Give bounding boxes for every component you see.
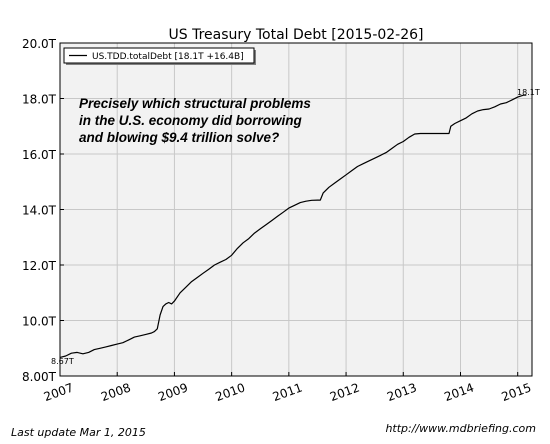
y-tick-label: 10.0T [22,315,57,329]
legend: US.TDD.totalDebt [18.1T +16.4B] [63,47,256,65]
y-tick-label: 16.0T [22,148,57,162]
x-tick-label: 2010 [214,380,247,404]
x-tick-label: 2012 [328,380,361,404]
end-value-label: 18.1T [517,88,540,97]
x-tick-label: 2008 [99,380,132,404]
series-layer [59,94,527,358]
y-tick-label: 18.0T [22,93,57,107]
chart-title: US Treasury Total Debt [2015-02-26] [168,27,423,43]
y-tick-label: 8.00T [22,370,57,384]
annotation-line: Precisely which structural problems [79,96,311,111]
last-update-text: Last update Mar 1, 2015 [11,426,146,439]
x-tick-label: 2014 [442,380,475,404]
annotation-line: and blowing $9.4 trillion solve? [79,130,279,145]
legend-label: US.TDD.totalDebt [18.1T +16.4B] [92,52,244,62]
y-tick-label: 12.0T [22,259,57,273]
x-tick-label: 2015 [500,380,533,404]
source-url-link[interactable]: http://www.mdbriefing.com [385,422,536,435]
legend-box [63,47,255,64]
x-tick-label: 2011 [271,380,304,404]
annotation-line: in the U.S. economy did borrowing [79,113,303,128]
y-tick-label: 20.0T [22,37,57,51]
annotation: Precisely which structural problems in th… [79,96,311,145]
start-value-label: 8.67T [51,357,74,366]
series-line [59,94,527,358]
y-tick-label: 14.0T [22,204,57,218]
x-tick-label: 2009 [156,380,189,404]
x-tick-label: 2013 [385,380,418,404]
